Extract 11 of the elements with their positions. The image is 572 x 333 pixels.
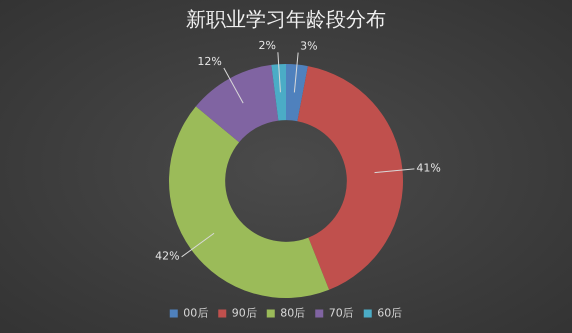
chart-title: 新职业学习年龄段分布 <box>185 6 387 33</box>
legend-label: 90后 <box>232 306 257 320</box>
data-label: 12% <box>197 54 222 68</box>
data-label: 41% <box>416 162 441 175</box>
legend-label: 70后 <box>328 306 354 320</box>
legend-label: 00后 <box>183 306 208 320</box>
data-label: 3% <box>300 39 318 52</box>
legend-label: 60后 <box>377 306 402 320</box>
legend-label: 80后 <box>280 306 306 320</box>
data-label: 42% <box>155 250 180 263</box>
data-label: 2% <box>258 39 276 52</box>
